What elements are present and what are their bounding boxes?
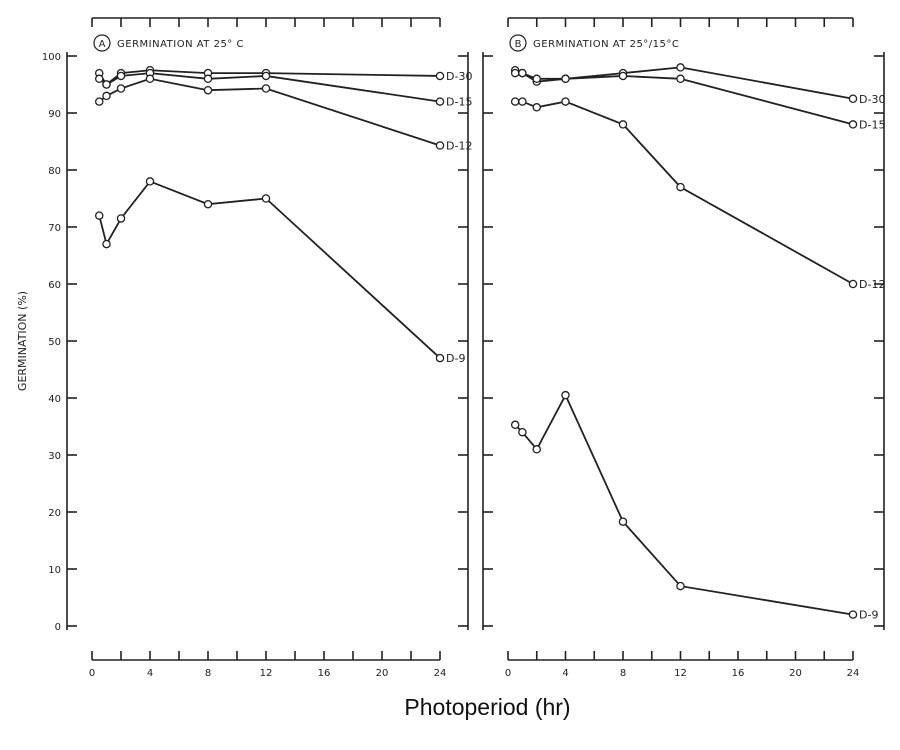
data-point-d-15 — [618, 71, 628, 81]
series-label: D-9 — [446, 352, 465, 365]
series-label: D-30 — [859, 93, 885, 106]
series-line-d-12 — [515, 100, 854, 285]
data-point-d-9 — [203, 199, 213, 209]
chart-title: GERMINATION AT 25° C — [117, 39, 244, 50]
y-tick-label: 0 — [55, 622, 61, 633]
data-point-d-15 — [261, 71, 271, 81]
data-point-d-12 — [510, 97, 520, 106]
x-tick-label: 24 — [434, 668, 447, 679]
data-point-d-15 — [435, 97, 445, 106]
y-axis-title: GERMINATION (%) — [16, 291, 29, 391]
series-label: D-12 — [859, 278, 885, 291]
series-label: D-12 — [446, 139, 472, 152]
data-point-d-9 — [676, 581, 685, 591]
panel-label: B — [515, 39, 522, 50]
x-tick-label: 16 — [318, 668, 331, 679]
x-tick-label: 8 — [620, 668, 626, 679]
y-tick-label: 60 — [48, 280, 61, 291]
data-point-d-12 — [676, 182, 685, 192]
x-tick-label: 24 — [847, 668, 860, 679]
series-label: D-30 — [446, 70, 472, 83]
data-point-d-9 — [561, 390, 570, 400]
data-point-d-12 — [203, 85, 213, 95]
chart-title: GERMINATION AT 25°/15°C — [533, 39, 679, 50]
series-line-d-9 — [98, 180, 441, 359]
data-point-d-15 — [116, 71, 126, 81]
data-point-d-30 — [848, 94, 858, 104]
x-tick-label: 20 — [376, 668, 389, 679]
data-point-d-9 — [618, 517, 628, 526]
series-label: D-15 — [446, 96, 472, 109]
y-tick-label: 80 — [48, 166, 61, 177]
data-point-d-15 — [95, 74, 104, 84]
data-point-d-9 — [102, 239, 111, 249]
y-tick-label: 30 — [48, 451, 61, 462]
data-point-d-12 — [145, 74, 155, 84]
x-tick-label: 4 — [562, 668, 568, 679]
panel-label: A — [99, 39, 106, 50]
x-tick-label: 8 — [205, 668, 211, 679]
data-point-d-12 — [532, 103, 542, 112]
x-axis-title: Photoperiod (hr) — [404, 694, 571, 720]
data-point-d-15 — [102, 80, 111, 89]
data-point-d-12 — [102, 91, 111, 101]
data-point-d-15 — [532, 74, 542, 84]
data-point-d-30 — [435, 71, 445, 81]
panel-label-circle — [93, 34, 111, 52]
data-point-d-9 — [510, 420, 520, 430]
data-point-d-12 — [618, 120, 628, 129]
data-point-d-30 — [676, 63, 685, 72]
data-point-d-9 — [435, 353, 445, 363]
data-point-d-9 — [848, 610, 858, 619]
data-point-d-12 — [435, 141, 445, 150]
x-tick-label: 12 — [260, 668, 273, 679]
y-tick-label: 100 — [42, 52, 61, 63]
panel-label-circle — [509, 34, 527, 52]
data-point-d-9 — [116, 214, 126, 223]
data-point-d-15 — [848, 120, 858, 129]
y-tick-label: 70 — [48, 223, 61, 234]
x-tick-label: 0 — [505, 668, 511, 679]
data-point-d-15 — [518, 68, 527, 78]
data-point-d-12 — [261, 84, 271, 93]
y-tick-label: 20 — [48, 508, 61, 519]
data-point-d-15 — [561, 74, 570, 84]
data-point-d-9 — [532, 445, 542, 454]
data-point-d-9 — [95, 211, 104, 220]
series-line-d-30 — [514, 66, 854, 100]
x-tick-label: 4 — [147, 668, 153, 679]
x-tick-label: 16 — [732, 668, 745, 679]
data-point-d-9 — [261, 194, 271, 203]
data-point-d-12 — [561, 97, 570, 106]
data-point-d-15 — [510, 68, 520, 78]
series-label: D-15 — [859, 118, 885, 131]
y-tick-label: 40 — [48, 394, 61, 405]
data-point-d-12 — [116, 84, 126, 93]
x-tick-label: 20 — [789, 668, 802, 679]
y-tick-label: 50 — [48, 337, 61, 348]
data-point-d-12 — [95, 97, 104, 106]
x-tick-label: 12 — [674, 668, 687, 679]
y-tick-label: 10 — [48, 565, 61, 576]
series-label: D-9 — [859, 609, 878, 622]
data-point-d-15 — [676, 74, 685, 84]
data-point-d-12 — [518, 97, 527, 106]
data-point-d-12 — [848, 279, 858, 289]
data-point-d-9 — [518, 427, 527, 437]
series-line-d-9 — [514, 393, 854, 616]
data-point-d-9 — [145, 177, 155, 186]
y-tick-label: 90 — [48, 109, 61, 120]
data-point-d-15 — [203, 74, 213, 84]
x-tick-label: 0 — [89, 668, 95, 679]
